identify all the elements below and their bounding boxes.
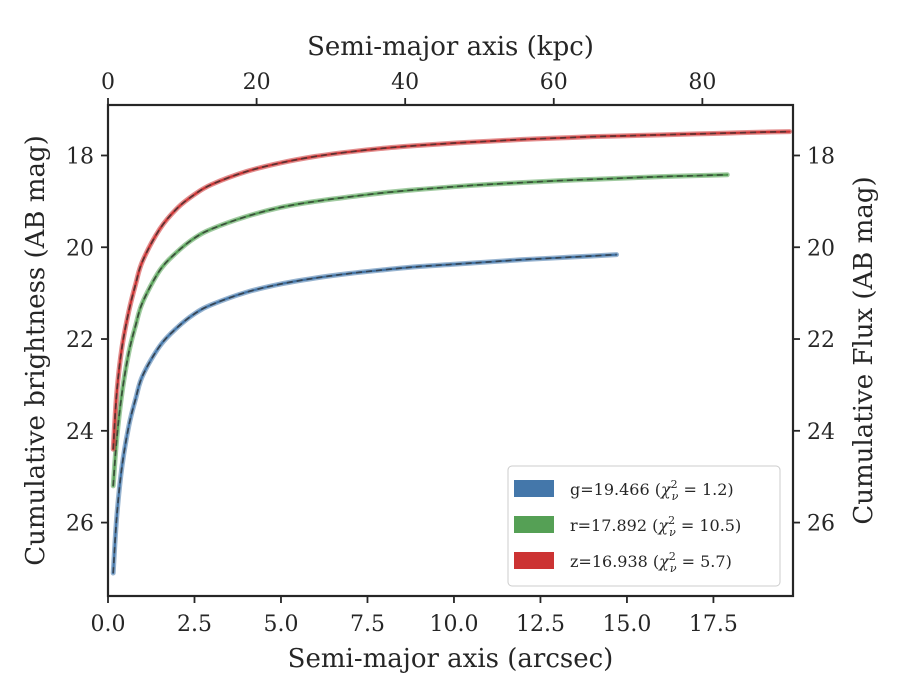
y-tick-label: 24	[66, 420, 94, 445]
top-x-axis-label: Semi-major axis (kpc)	[307, 32, 594, 62]
legend-text-part: g=19.466 (	[570, 480, 661, 499]
x-tick-label: 5.0	[263, 612, 298, 637]
g-band-model-line	[112, 253, 617, 574]
y-axis-label: Cumulative brightness (AB mag)	[21, 135, 51, 566]
ticks-layer: 0.0 2.5 5.0 7.5 10.0 12.5 15.0 17.5 0 20 40 60 80 18 2…	[66, 70, 835, 637]
y-tick-label: 20	[66, 236, 94, 261]
right-y-tick-label: 22	[807, 328, 835, 353]
r-legend-label: r=17.892 (χ2 ν = 10.5)	[570, 514, 741, 539]
r-legend-swatch	[514, 516, 554, 533]
top-x-tick-label: 80	[688, 70, 716, 95]
z-legend-label: z=16.938 (χ2 ν = 5.7)	[570, 550, 732, 575]
curves-layer	[110, 129, 793, 576]
x-tick-label: 7.5	[350, 612, 385, 637]
r-band-curve	[110, 172, 730, 489]
plot-frame	[106, 103, 795, 598]
top-x-tick-label: 40	[391, 70, 419, 95]
x-axis-label: Semi-major axis (arcsec)	[288, 644, 614, 674]
x-tick-label: 2.5	[177, 612, 212, 637]
legend-text-part: χ	[657, 516, 669, 535]
top-x-tick-label: 0	[101, 70, 115, 95]
legend-text-part: 2	[668, 514, 675, 527]
legend-text-part: = 1.2)	[678, 480, 733, 499]
x-tick-label: 12.5	[516, 612, 565, 637]
legend-box	[507, 465, 781, 587]
legend: g=19.466 (χ2 ν = 1.2)r=17.892 (χ2 ν = 10.5…	[507, 465, 781, 587]
x-tick-label: 17.5	[689, 612, 738, 637]
right-y-tick-label: 18	[807, 144, 835, 169]
legend-text-part: r=17.892 (	[570, 516, 658, 535]
legend-text-part: χ	[660, 480, 672, 499]
legend-text-part: z=16.938 (	[570, 552, 659, 571]
top-x-tick-label: 20	[243, 70, 271, 95]
legend-text-part: 2	[671, 478, 678, 491]
legend-text-part: ν	[670, 562, 677, 575]
right-y-tick-label: 24	[807, 420, 835, 445]
x-tick-label: 10.0	[429, 612, 478, 637]
legend-text-part: ν	[672, 490, 679, 503]
z-band-curve	[110, 129, 793, 452]
right-y-tick-label: 26	[807, 512, 835, 537]
right-y-tick-label: 20	[807, 236, 835, 261]
y-tick-label: 26	[66, 512, 94, 537]
right-y-axis-label: Cumulative Flux (AB mag)	[849, 176, 879, 524]
g-legend-swatch	[514, 480, 554, 497]
z-band-model-line	[112, 130, 790, 450]
legend-text-part: = 5.7)	[677, 552, 732, 571]
z-legend-swatch	[514, 552, 554, 569]
legend-text-part: 2	[669, 550, 676, 563]
x-tick-label: 0.0	[91, 612, 126, 637]
z-band-data-line	[112, 130, 791, 451]
legend-text-part: = 10.5)	[676, 516, 741, 535]
y-tick-label: 22	[66, 328, 94, 353]
g-legend-label: g=19.466 (χ2 ν = 1.2)	[570, 478, 734, 503]
legend-text-part: ν	[669, 526, 676, 539]
r-band-data-line	[112, 173, 729, 487]
legend-text-part: χ	[658, 552, 670, 571]
x-tick-label: 15.0	[602, 612, 651, 637]
r-band-model-line	[112, 173, 728, 486]
y-tick-label: 18	[66, 144, 94, 169]
top-x-tick-label: 60	[540, 70, 568, 95]
